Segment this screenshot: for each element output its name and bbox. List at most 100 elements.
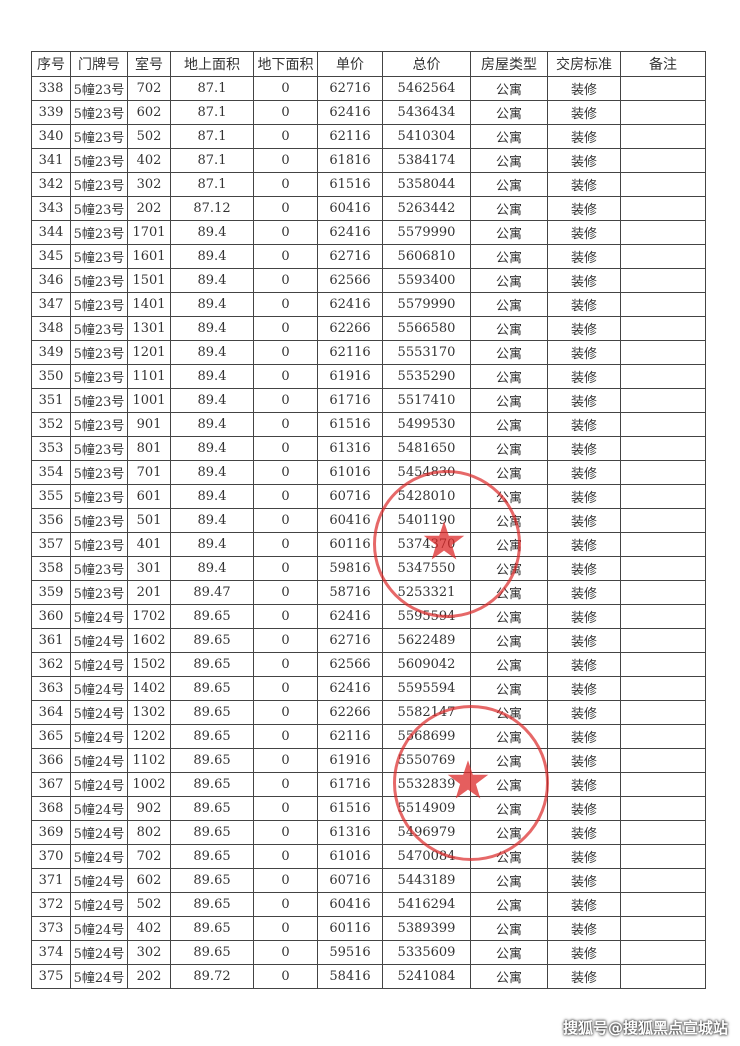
table-cell: 公寓: [470, 364, 548, 389]
table-cell: 1201: [127, 340, 171, 365]
table-cell: 装修: [547, 652, 621, 677]
table-cell: 5幢24号: [70, 604, 128, 629]
table-cell: 501: [127, 508, 171, 533]
table-cell: 装修: [547, 292, 621, 317]
table-cell: 5幢24号: [70, 844, 128, 869]
table-cell: 62716: [317, 244, 383, 269]
table-cell: 89.4: [170, 460, 254, 485]
table-cell: 89.65: [170, 748, 254, 773]
table-cell: 702: [127, 76, 171, 101]
table-cell: 公寓: [470, 628, 548, 653]
table-cell: [620, 940, 706, 965]
table-cell: [620, 772, 706, 797]
table-cell: 0: [253, 388, 318, 413]
table-row: 362 5幢24号 1502 89.65 0 62566 5609042 公寓 装修: [31, 652, 706, 677]
table-cell: 5幢23号: [70, 244, 128, 269]
table-cell: 0: [253, 796, 318, 821]
table-cell: 89.65: [170, 700, 254, 725]
table-cell: 1001: [127, 388, 171, 413]
table-cell: [620, 748, 706, 773]
table-cell: 1301: [127, 316, 171, 341]
table-cell: 5幢23号: [70, 100, 128, 125]
table-cell: [620, 532, 706, 557]
table-cell: 公寓: [470, 772, 548, 797]
table-cell: 5454830: [382, 460, 471, 485]
table-row: 367 5幢24号 1002 89.65 0 61716 5532839 公寓 装修: [31, 772, 706, 797]
table-cell: 5幢23号: [70, 148, 128, 173]
table-cell: 0: [253, 916, 318, 941]
table-cell: 901: [127, 412, 171, 437]
table-cell: 1602: [127, 628, 171, 653]
table-cell: 62116: [317, 124, 383, 149]
table-cell: [620, 316, 706, 341]
table-cell: 0: [253, 76, 318, 101]
table-cell: 5幢23号: [70, 460, 128, 485]
column-header: 单价: [317, 51, 383, 77]
table-cell: [620, 172, 706, 197]
table-cell: 装修: [547, 196, 621, 221]
table-cell: 0: [253, 628, 318, 653]
table-cell: 0: [253, 364, 318, 389]
table-cell: 89.4: [170, 508, 254, 533]
table-cell: 5410304: [382, 124, 471, 149]
table-cell: 5幢23号: [70, 268, 128, 293]
table-cell: 358: [31, 556, 71, 581]
table-row: 345 5幢23号 1601 89.4 0 62716 5606810 公寓 装修: [31, 244, 706, 269]
table-row: 360 5幢24号 1702 89.65 0 62416 5595594 公寓 装修: [31, 604, 706, 629]
table-cell: 202: [127, 196, 171, 221]
table-cell: 5499530: [382, 412, 471, 437]
table-cell: 0: [253, 556, 318, 581]
table-cell: 62566: [317, 652, 383, 677]
table-cell: [620, 892, 706, 917]
table-cell: 公寓: [470, 196, 548, 221]
table-cell: [620, 724, 706, 749]
table-cell: 装修: [547, 172, 621, 197]
table-cell: 装修: [547, 724, 621, 749]
table-cell: 装修: [547, 436, 621, 461]
table-cell: 1702: [127, 604, 171, 629]
table-cell: 0: [253, 460, 318, 485]
table-cell: 5481650: [382, 436, 471, 461]
table-cell: 5416294: [382, 892, 471, 917]
table-cell: 0: [253, 412, 318, 437]
table-cell: 346: [31, 268, 71, 293]
table-cell: 公寓: [470, 748, 548, 773]
table-cell: 公寓: [470, 916, 548, 941]
table-cell: 0: [253, 700, 318, 725]
table-row: 353 5幢23号 801 89.4 0 61316 5481650 公寓 装修: [31, 436, 706, 461]
table-cell: 5622489: [382, 628, 471, 653]
table-cell: 61516: [317, 796, 383, 821]
table-cell: 0: [253, 316, 318, 341]
table-cell: 363: [31, 676, 71, 701]
table-cell: 0: [253, 604, 318, 629]
table-cell: 62416: [317, 220, 383, 245]
table-cell: 公寓: [470, 100, 548, 125]
table-cell: 1401: [127, 292, 171, 317]
table-cell: 公寓: [470, 796, 548, 821]
table-cell: 364: [31, 700, 71, 725]
table-cell: 59816: [317, 556, 383, 581]
table-cell: 61916: [317, 748, 383, 773]
table-cell: 365: [31, 724, 71, 749]
table-cell: [620, 124, 706, 149]
table-cell: 0: [253, 484, 318, 509]
table-cell: 5595594: [382, 604, 471, 629]
table-cell: 5幢23号: [70, 292, 128, 317]
table-cell: 87.1: [170, 172, 254, 197]
table-cell: 1601: [127, 244, 171, 269]
table-cell: 装修: [547, 484, 621, 509]
table-cell: 602: [127, 100, 171, 125]
table-cell: 61316: [317, 436, 383, 461]
table-cell: 0: [253, 772, 318, 797]
table-cell: 371: [31, 868, 71, 893]
table-cell: 5幢23号: [70, 388, 128, 413]
table-cell: 5幢24号: [70, 796, 128, 821]
table-cell: 5358044: [382, 172, 471, 197]
table-cell: 5幢23号: [70, 316, 128, 341]
table-cell: 62266: [317, 316, 383, 341]
table-cell: 1102: [127, 748, 171, 773]
table-cell: 公寓: [470, 964, 548, 989]
table-cell: 装修: [547, 76, 621, 101]
table-cell: 装修: [547, 604, 621, 629]
table-cell: 装修: [547, 412, 621, 437]
